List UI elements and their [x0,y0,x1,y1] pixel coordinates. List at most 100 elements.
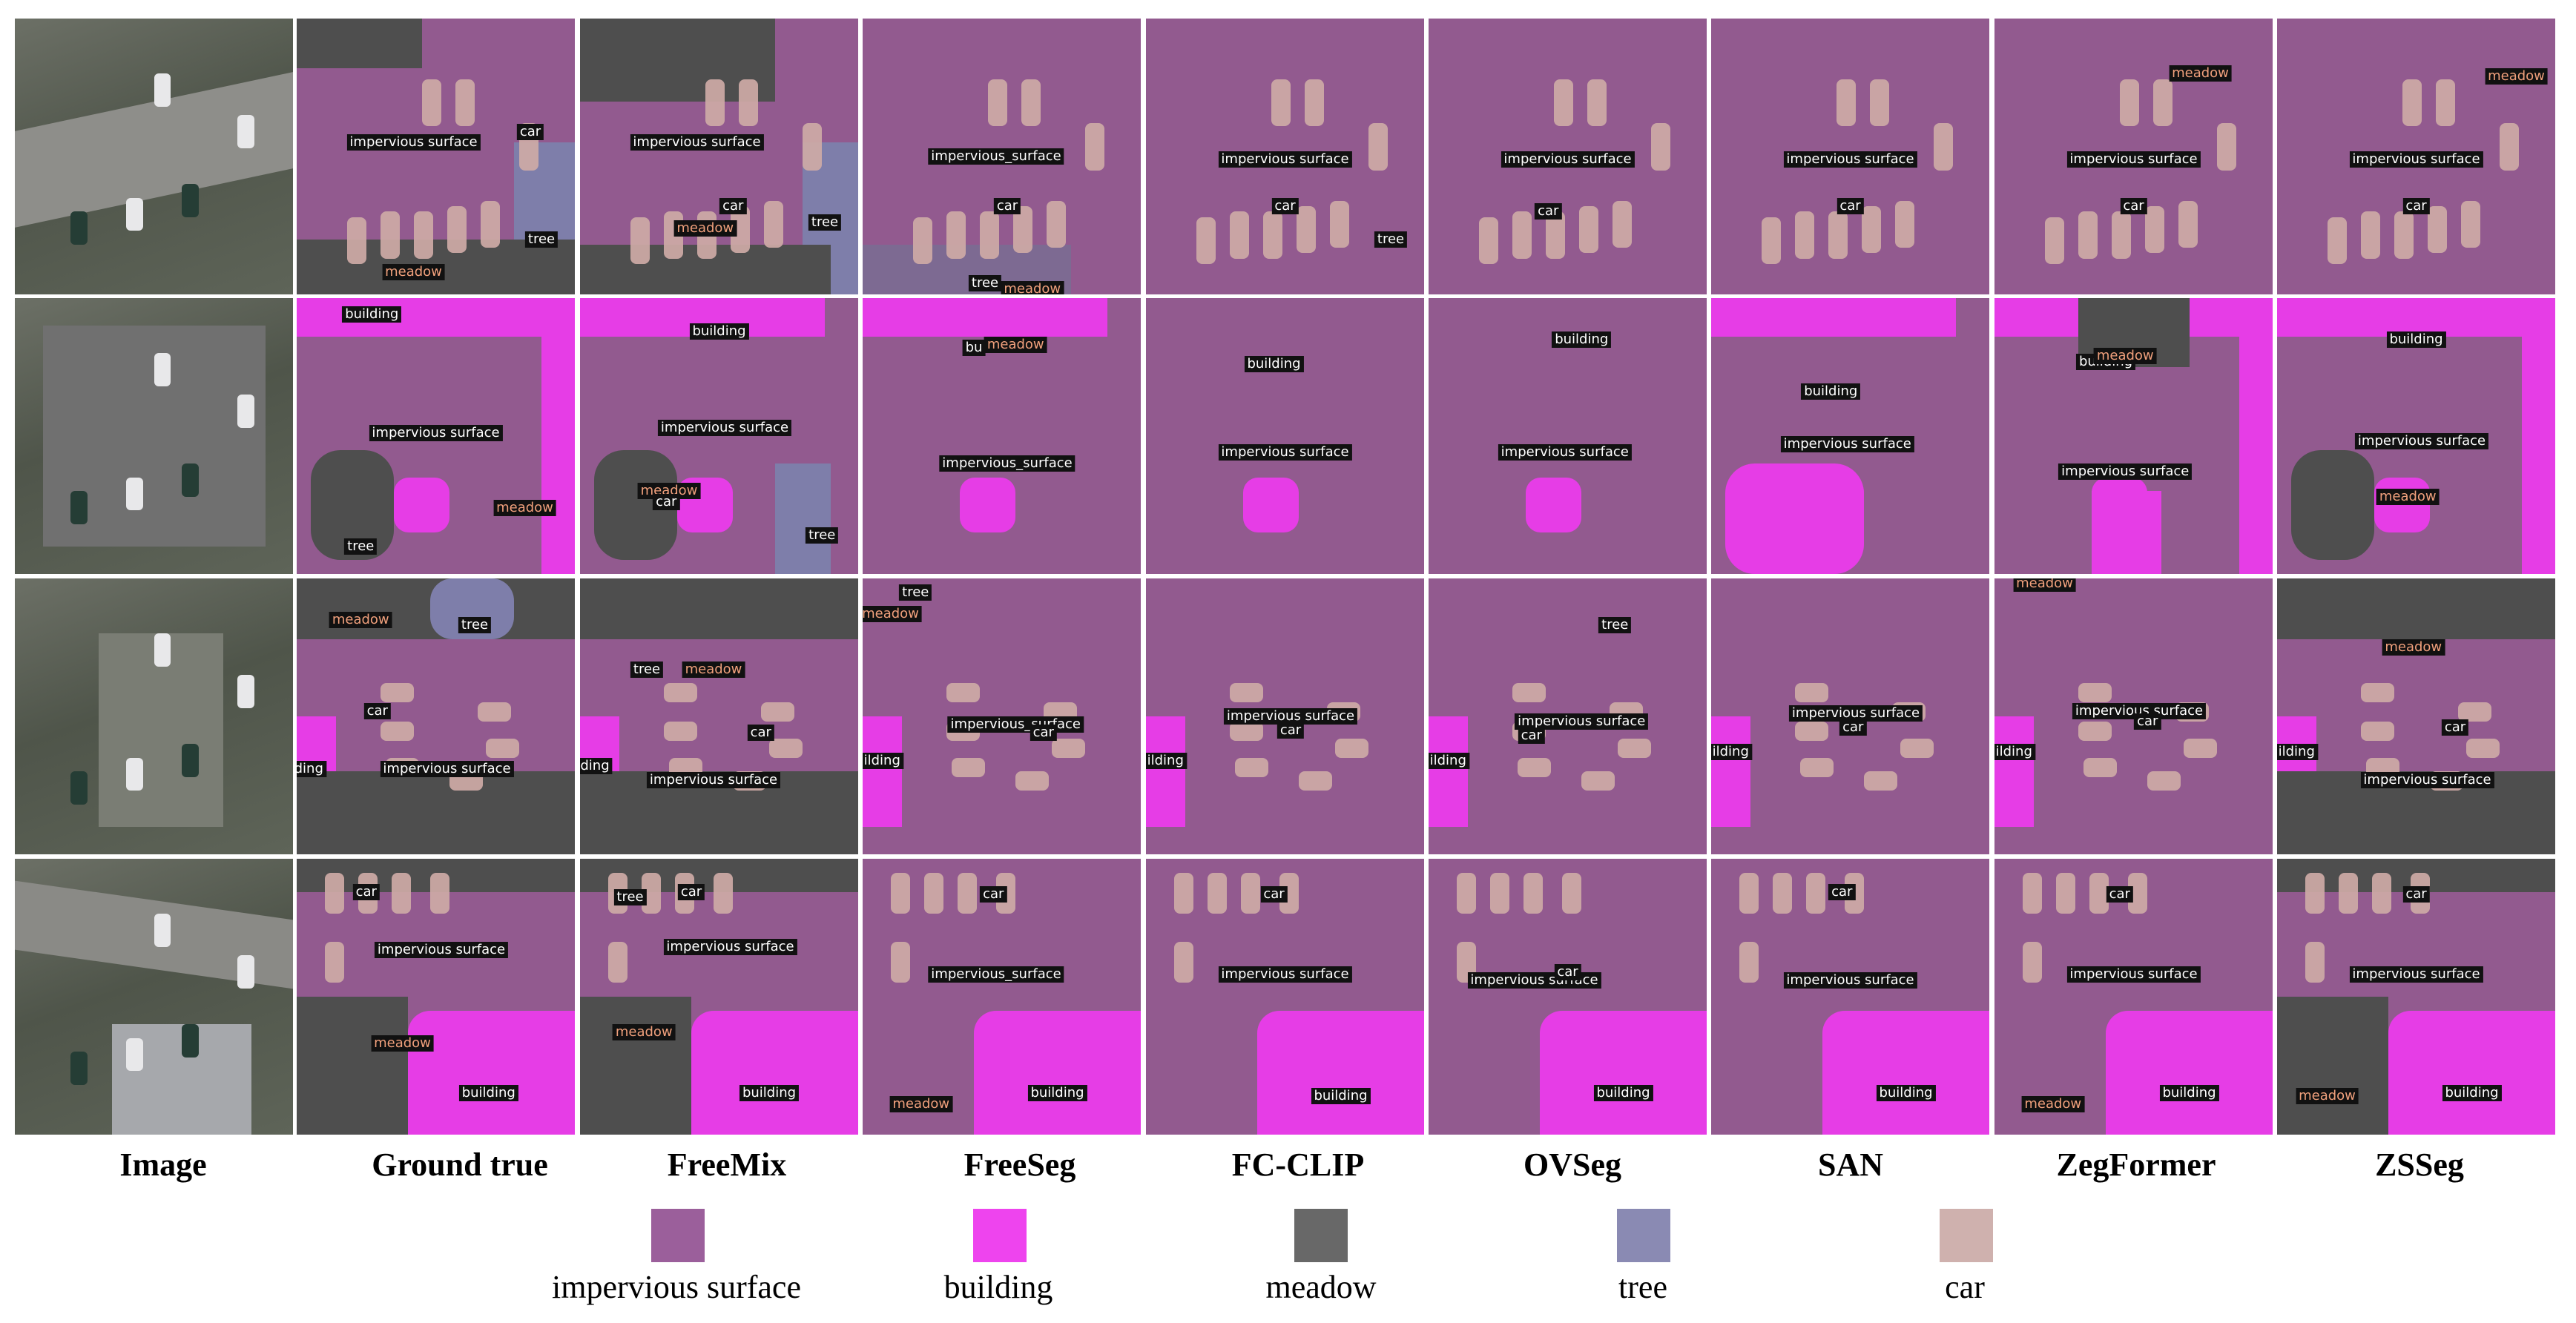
class-label: impervious surface [1218,444,1352,461]
car-region [1518,757,1551,777]
segmentation-cell: bu meadow impervious_surface [863,298,1141,574]
class-label: car [2402,886,2430,903]
seg-region [2277,578,2555,639]
segmentation-cell: car impervious surface building [1146,859,1424,1135]
class-label: impervious surface [374,941,509,958]
car-region [1021,79,1041,127]
car-region [1085,123,1105,171]
seg-region [691,1010,858,1135]
class-label: impervious surface [380,760,514,777]
class-label: impervious surface [2354,433,2489,450]
class-label: impervious_surface [947,716,1084,733]
seg-region [1956,298,1989,574]
car-region [760,702,794,722]
car-region [1761,217,1781,265]
class-label: meadow [2382,639,2445,656]
class-label: impervious surface [2349,151,2483,168]
car-region [380,722,414,742]
car-region [952,757,985,777]
seg-region [1429,716,1468,827]
class-label: car [653,494,680,511]
car-region [455,79,475,127]
segmentation-cell: buildingmeadowimpervious surface [1994,298,2273,574]
car-region [2327,217,2347,265]
class-label: tree [458,617,492,634]
segmentation-cell: tree impervious surface car ilding [1429,578,1707,854]
car-region [1456,872,1476,914]
class-label: car [993,197,1021,214]
class-label: car [1030,725,1057,742]
car-region [486,738,519,758]
class-label: tree [806,527,839,544]
vehicle [237,675,254,708]
class-label: tree [1598,617,1632,634]
car-region [1512,211,1532,259]
car-region [1587,79,1607,127]
car-region [1805,872,1825,914]
car-region [1553,79,1573,127]
car-region [447,205,467,254]
car-region [987,79,1007,127]
segmentation-cell: impervious surface car ilding [1146,578,1424,854]
car-region [2360,211,2380,259]
segmentation-mask [1994,859,2273,1135]
car-region [946,683,980,703]
car-region [421,79,441,127]
vehicle [154,73,171,108]
class-label: meadow [984,337,1047,354]
car-region [607,941,627,983]
class-label: impervious surface [1783,971,1917,989]
class-label: meadow [863,606,922,623]
car-region [2338,872,2358,914]
class-label: car [1837,197,1864,214]
class-label: meadow [2021,1096,2085,1113]
car-region [1794,211,1814,259]
car-region [1478,217,1498,265]
class-label: impervious surface [663,939,797,956]
car-region [2402,79,2422,127]
car-region [2184,738,2217,758]
class-label: car [363,702,391,719]
class-label: car [1518,728,1545,745]
car-region [1304,79,1324,127]
vehicle [182,1024,199,1058]
class-label: building [2159,1085,2219,1102]
legend-label: impervious surface [552,1269,801,1305]
segmentation-cell: tree car impervious surface meadow building [580,859,858,1135]
car-region [663,722,697,742]
class-label: impervious_surface [928,966,1064,983]
column-header: Image [119,1147,207,1183]
car-region [1739,941,1759,983]
class-label: meadow [2013,578,2076,593]
car-region [2305,941,2325,983]
car-region [1836,79,1856,127]
vehicle [154,914,171,948]
class-label: impervious surface [1515,713,1649,730]
column-header: Ground true [372,1147,548,1183]
car-region [2144,205,2164,254]
car-region [1800,757,1834,777]
vehicle [154,353,171,387]
car-region [1296,205,1316,254]
class-label: impervious surface [630,134,764,151]
class-label: ilding [297,760,326,777]
car-region [1368,123,1389,171]
seg-region [2388,1010,2555,1135]
car-region [477,702,511,722]
class-label: meadow [2093,348,2157,365]
aerial-image-cell [15,859,293,1135]
class-label: impervious_surface [928,148,1064,165]
segmentation-mask [580,578,858,854]
class-label: ilding [1994,744,2035,761]
segmentation-cell: meadow tree car impervious surface ilding [297,578,575,854]
segmentation-cell: impervious surface car tree meadow [297,19,575,294]
seg-region [974,1010,1141,1135]
car-region [1052,738,1085,758]
segmentation-mask [580,859,858,1135]
class-label: impervious surface [1783,151,1917,168]
car-region [1523,872,1543,914]
car-region [2022,872,2042,914]
segmentation-cell: meadow car impervious surface ilding [2277,578,2555,854]
seg-region [297,771,575,854]
class-label: tree [630,661,664,678]
